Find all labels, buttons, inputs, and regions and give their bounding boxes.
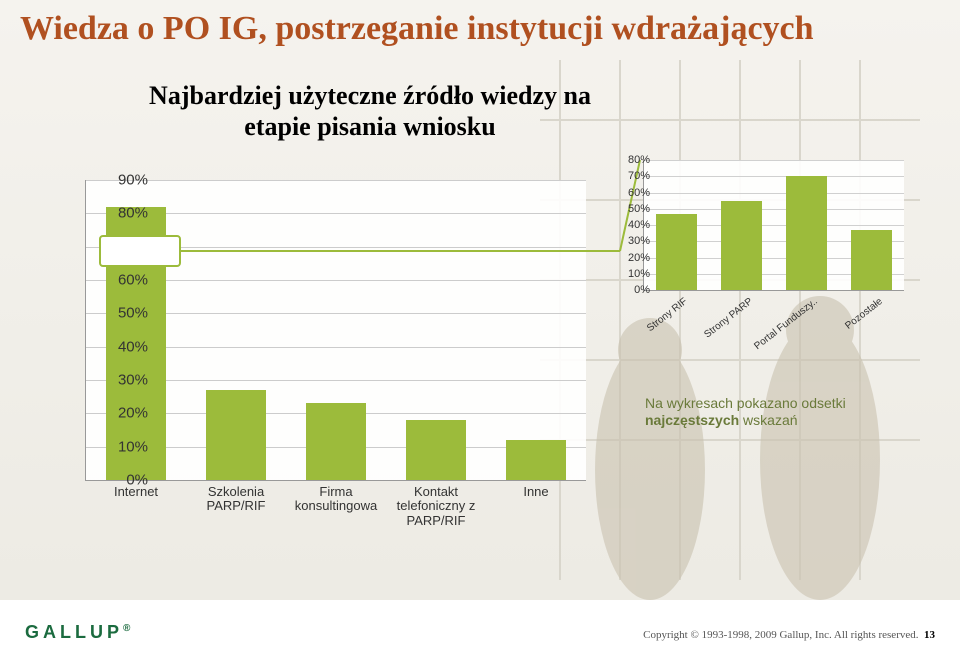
chart-note: Na wykresach pokazano odsetki najczęstsz… [645, 395, 915, 429]
slide-title: Wiedza o PO IG, postrzeganie instytucji … [20, 10, 940, 48]
note-text-suffix: wskazań [739, 412, 797, 428]
slide-subtitle: Najbardziej użyteczne źródło wiedzy na e… [130, 80, 610, 142]
bar-slot [774, 160, 839, 290]
y-tick-label: 10% [618, 268, 650, 280]
x-tick-label: SzkoleniaPARP/RIF [186, 485, 286, 514]
bar [506, 440, 566, 480]
bar-slot: Internet [86, 180, 186, 480]
bar-slot: SzkoleniaPARP/RIF [186, 180, 286, 480]
inset-plot-area: Strony RIFStrony PARPPortal Funduszy..Po… [643, 160, 904, 291]
x-tick-label: Portal Funduszy.. [752, 296, 820, 352]
y-tick-label: 80% [618, 154, 650, 166]
main-bar-chart: InternetSzkoleniaPARP/RIFFirmakonsulting… [30, 170, 600, 550]
y-tick-label: 0% [618, 284, 650, 296]
y-tick-label: 30% [100, 372, 148, 389]
x-tick-label: Firmakonsultingowa [286, 485, 386, 514]
y-tick-label: 60% [618, 187, 650, 199]
bar-slot: Kontakttelefoniczny zPARP/RIF [386, 180, 486, 480]
bar [851, 230, 893, 290]
y-tick-label: 80% [100, 205, 148, 222]
x-tick-label: Strony PARP [702, 296, 755, 340]
gallup-logo: GALLUP® [25, 622, 130, 643]
bar [306, 403, 366, 480]
bar-slot: Inne [486, 180, 586, 480]
y-tick-label: 50% [100, 305, 148, 322]
y-tick-label: 40% [618, 219, 650, 231]
inset-bar-chart: Strony RIF Strony PARPPortal Funduszy.. Po… [605, 155, 915, 365]
x-tick-label: Strony RIF [645, 296, 689, 334]
bar [206, 390, 266, 480]
slide: Wiedza o PO IG, postrzeganie instytucji … [0, 0, 960, 653]
y-tick-label: 20% [618, 252, 650, 264]
page-number: 13 [924, 629, 935, 641]
bar [786, 176, 828, 290]
bar [656, 214, 698, 290]
y-tick-label: 0% [100, 472, 148, 489]
y-tick-label: 10% [100, 438, 148, 455]
note-text-em: najczęstszych [645, 412, 739, 428]
main-plot-area: InternetSzkoleniaPARP/RIFFirmakonsulting… [85, 180, 586, 481]
bar-slot: Firmakonsultingowa [286, 180, 386, 480]
copyright-text: Copyright © 1993-1998, 2009 Gallup, Inc.… [643, 629, 935, 641]
y-tick-label: 70% [100, 238, 148, 255]
y-tick-label: 70% [618, 170, 650, 182]
bar [406, 420, 466, 480]
y-tick-label: 60% [100, 272, 148, 289]
y-tick-label: 30% [618, 235, 650, 247]
y-tick-label: 90% [100, 172, 148, 189]
x-tick-label: Pozostałe [843, 296, 884, 332]
x-tick-label: Kontakttelefoniczny zPARP/RIF [386, 485, 486, 528]
bar-slot [709, 160, 774, 290]
bar-slot [644, 160, 709, 290]
y-tick-label: 40% [100, 338, 148, 355]
y-tick-label: 20% [100, 405, 148, 422]
footer: GALLUP® Copyright © 1993-1998, 2009 Gall… [0, 613, 960, 653]
y-tick-label: 50% [618, 203, 650, 215]
note-text-prefix: Na wykresach pokazano odsetki [645, 395, 846, 411]
x-tick-label: Inne [486, 485, 586, 499]
bar [721, 201, 763, 290]
bar-slot [839, 160, 904, 290]
